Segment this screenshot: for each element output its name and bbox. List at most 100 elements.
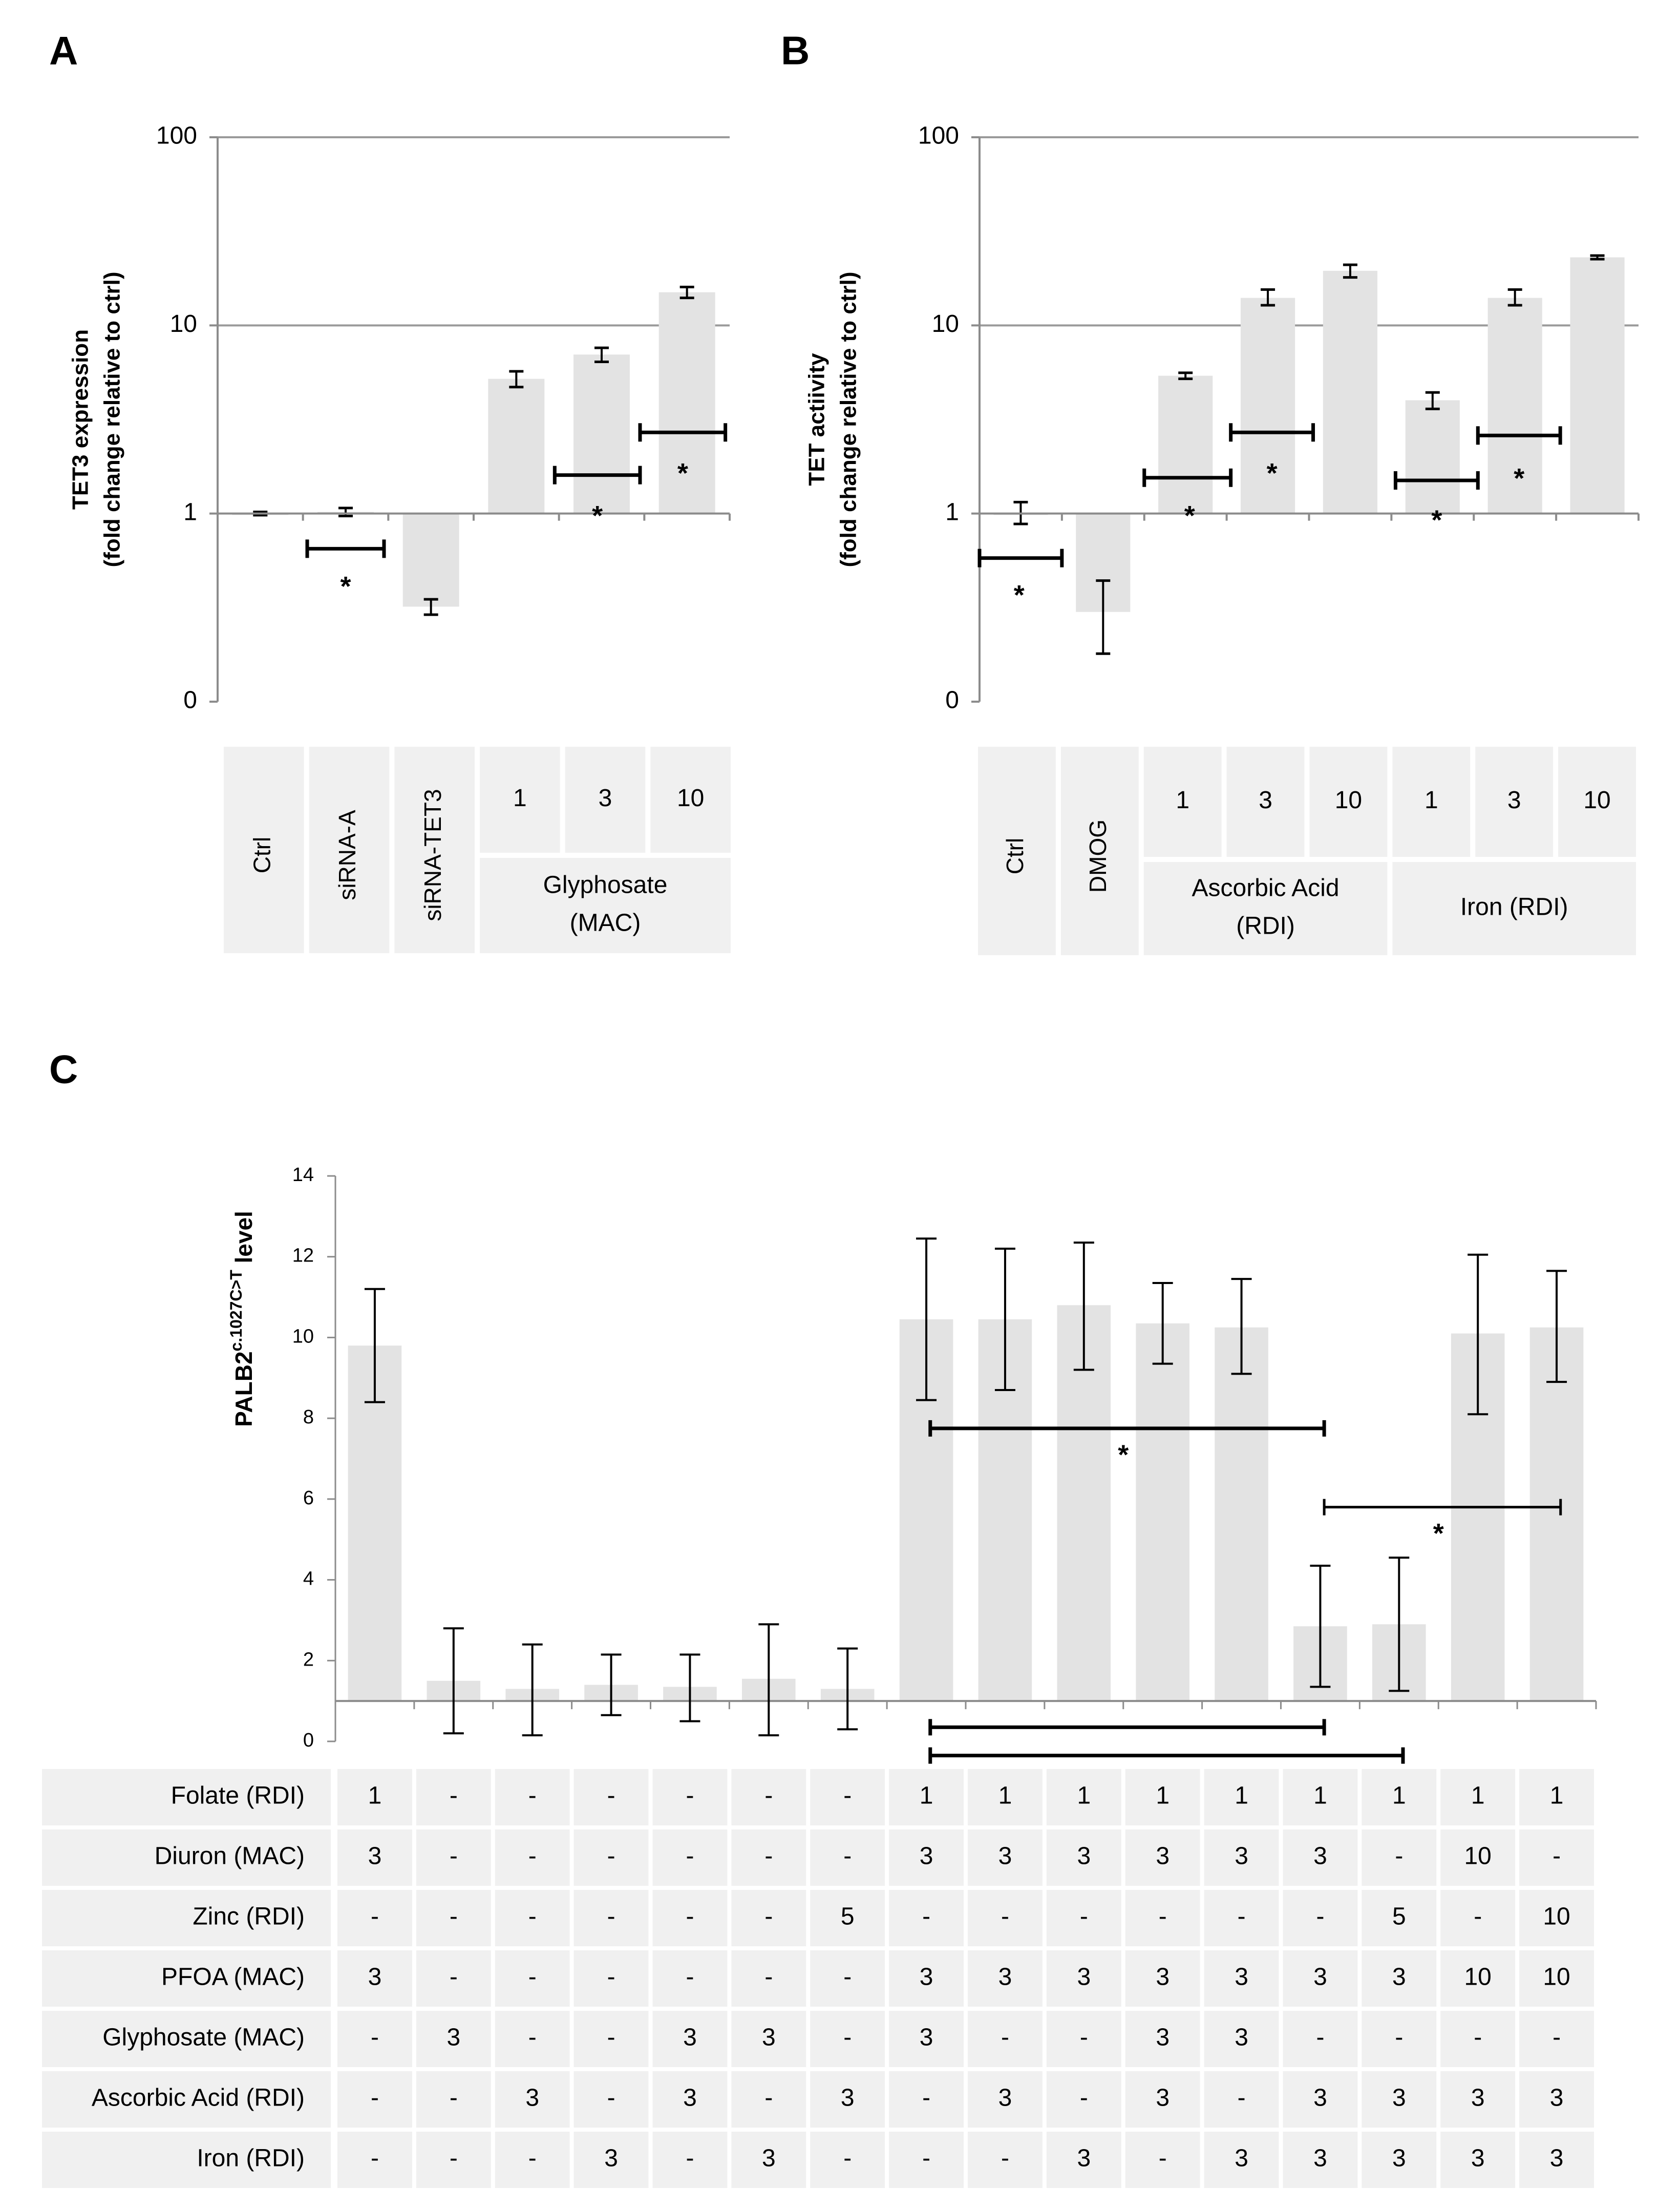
table-cell bbox=[1204, 1890, 1279, 1946]
table-cell-value: - bbox=[450, 2085, 458, 2112]
table-cell bbox=[1283, 2011, 1358, 2067]
table-cell bbox=[810, 2071, 885, 2128]
table-cell bbox=[1125, 1950, 1200, 2007]
table-cell bbox=[573, 2071, 649, 2128]
row-label-cell bbox=[42, 1769, 331, 1825]
table-cell bbox=[1362, 1769, 1437, 1825]
table-cell bbox=[1440, 1769, 1516, 1825]
table-cell-value: 3 bbox=[762, 2145, 776, 2172]
dose-label: 10 bbox=[677, 785, 704, 812]
table-cell-value: 1 bbox=[1077, 1782, 1091, 1810]
table-cell-value: - bbox=[371, 2024, 379, 2051]
table-cell bbox=[1125, 1890, 1200, 1946]
table-cell-value: - bbox=[1316, 2024, 1324, 2051]
y-tick-label: 6 bbox=[303, 1487, 314, 1509]
table-cell-value: - bbox=[1395, 1843, 1403, 1870]
dose-label: 1 bbox=[1424, 787, 1438, 814]
table-cell-value: - bbox=[843, 1843, 852, 1870]
row-label: Glyphosate (MAC) bbox=[102, 2024, 305, 2051]
table-cell-value: 1 bbox=[1235, 1782, 1248, 1810]
dose-label: 3 bbox=[599, 785, 612, 812]
table-cell-value: 3 bbox=[1156, 1843, 1169, 1870]
table-cell bbox=[1519, 2011, 1594, 2067]
table-cell bbox=[810, 1769, 885, 1825]
bar bbox=[488, 378, 545, 514]
category-cell bbox=[1060, 747, 1139, 955]
table-cell-value: - bbox=[450, 1964, 458, 1991]
y-axis-title: TET actiivity bbox=[804, 353, 830, 486]
panel-label-B: B bbox=[781, 28, 810, 73]
table-cell-value: - bbox=[922, 2145, 930, 2172]
table-cell-value: 10 bbox=[1464, 1964, 1491, 1991]
table-cell-value: - bbox=[764, 1843, 773, 1870]
table-cell bbox=[1125, 2071, 1200, 2128]
table-cell-value: 3 bbox=[1392, 1964, 1406, 1991]
table-cell bbox=[810, 2132, 885, 2188]
table-cell bbox=[810, 1829, 885, 1886]
table-cell bbox=[1519, 1829, 1594, 1886]
table-cell-value: - bbox=[922, 2085, 930, 2112]
table-cell-value: - bbox=[686, 1964, 694, 1991]
significance-star: * bbox=[1184, 500, 1195, 531]
table-cell-value: - bbox=[686, 1843, 694, 1870]
table-cell-value: 3 bbox=[1313, 2145, 1327, 2172]
table-cell bbox=[1283, 2071, 1358, 2128]
table-cell-value: 3 bbox=[1471, 2085, 1485, 2112]
y-axis-title: (fold change relative to ctrl) bbox=[100, 272, 125, 567]
table-cell-value: 3 bbox=[1313, 1843, 1327, 1870]
table-cell-value: 3 bbox=[1313, 1964, 1327, 1991]
table-cell-value: 1 bbox=[1313, 1782, 1327, 1810]
dose-cell bbox=[1475, 747, 1554, 857]
table-cell bbox=[1362, 2071, 1437, 2128]
table-cell bbox=[416, 1890, 491, 1946]
bar bbox=[1405, 400, 1460, 514]
group-label: Glyphosate bbox=[543, 872, 668, 899]
table-cell bbox=[1283, 1950, 1358, 2007]
table-cell-value: 1 bbox=[1156, 1782, 1169, 1810]
table-cell bbox=[416, 2071, 491, 2128]
category-cell bbox=[224, 747, 304, 953]
table-cell-value: - bbox=[450, 1843, 458, 1870]
table-cell bbox=[889, 1829, 964, 1886]
table-cell-value: - bbox=[1080, 2024, 1088, 2051]
table-cell-value: - bbox=[607, 1782, 615, 1810]
table-cell-value: - bbox=[764, 1903, 773, 1930]
table-cell bbox=[810, 2011, 885, 2067]
table-cell bbox=[1519, 2132, 1594, 2188]
group-label: (RDI) bbox=[1236, 913, 1295, 940]
bar bbox=[1057, 1305, 1111, 1701]
table-cell bbox=[889, 2132, 964, 2188]
significance-star: * bbox=[1431, 505, 1442, 536]
y-tick-label: 4 bbox=[303, 1568, 314, 1590]
table-cell-value: - bbox=[843, 2024, 852, 2051]
table-cell bbox=[1046, 1950, 1121, 2007]
table-cell bbox=[1519, 1769, 1594, 1825]
y-axis-title: (fold change relative to ctrl) bbox=[836, 272, 861, 567]
table-cell bbox=[731, 1950, 806, 2007]
table-cell-value: - bbox=[1080, 1903, 1088, 1930]
y-tick-label: 100 bbox=[156, 122, 197, 150]
significance-star: * bbox=[1014, 580, 1025, 611]
table-cell-value: 3 bbox=[1235, 1843, 1248, 1870]
table-cell-value: 10 bbox=[1464, 1843, 1491, 1870]
table-cell bbox=[1362, 2011, 1437, 2067]
table-cell-value: 3 bbox=[1156, 2085, 1169, 2112]
table-cell bbox=[652, 2011, 728, 2067]
table-cell bbox=[1362, 1950, 1437, 2007]
table-cell bbox=[1440, 1829, 1516, 1886]
bar bbox=[1570, 257, 1625, 514]
table-cell bbox=[731, 2071, 806, 2128]
category-cell bbox=[394, 747, 475, 953]
table-cell bbox=[573, 2011, 649, 2067]
table-cell bbox=[652, 1890, 728, 1946]
table-cell bbox=[652, 1769, 728, 1825]
dose-cell bbox=[1309, 747, 1388, 857]
table-cell-value: 1 bbox=[1471, 1782, 1485, 1810]
table-cell-value: - bbox=[686, 2145, 694, 2172]
table-cell bbox=[337, 1769, 412, 1825]
table-cell bbox=[573, 1950, 649, 2007]
table-cell-value: 3 bbox=[604, 2145, 618, 2172]
table-cell-value: 3 bbox=[1077, 1964, 1091, 1991]
panel-label-C: C bbox=[49, 1047, 78, 1092]
table-cell-value: - bbox=[371, 2085, 379, 2112]
